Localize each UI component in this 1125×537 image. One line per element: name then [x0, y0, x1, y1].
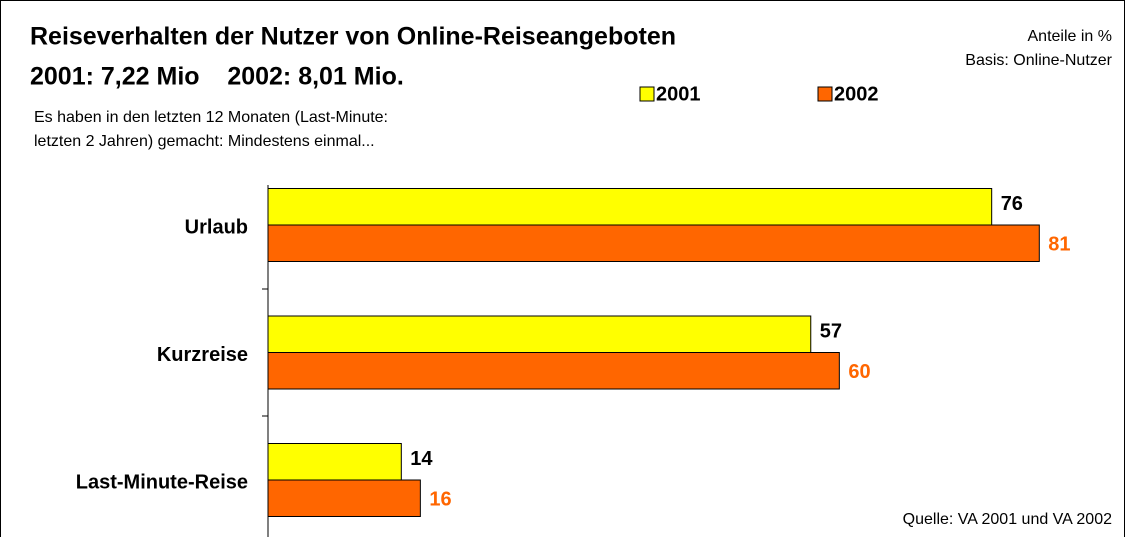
- bar: [267, 352, 840, 390]
- value-label: 16: [429, 489, 451, 511]
- value-label: 14: [410, 448, 433, 470]
- value-label: 60: [848, 361, 870, 383]
- legend-label: 2001: [656, 83, 701, 105]
- legend-swatch: [817, 86, 833, 102]
- value-label: 76: [1001, 193, 1023, 215]
- category-label: Kurzreise: [157, 344, 248, 366]
- note: Anteile in %: [1028, 28, 1113, 45]
- value-label: 57: [820, 321, 842, 343]
- value-label: 81: [1048, 234, 1070, 256]
- category-label: Last-Minute-Reise: [76, 471, 248, 493]
- bar: [267, 479, 421, 517]
- legend-swatch: [639, 86, 655, 102]
- source: Quelle: VA 2001 und VA 2002: [903, 511, 1112, 528]
- bar: [267, 315, 812, 353]
- question: Es haben in den letzten 12 Monaten (Last…: [34, 109, 388, 126]
- category-label: Urlaub: [185, 216, 248, 238]
- chart-title: Reiseverhalten der Nutzer von Online-Rei…: [30, 23, 676, 51]
- legend-label: 2002: [834, 83, 879, 105]
- bar: [267, 443, 402, 481]
- bar: [267, 224, 1040, 262]
- chart-subtitle: 2001: 7,22 Mio 2002: 8,01 Mio.: [30, 63, 404, 91]
- question: letzten 2 Jahren) gemacht: Mindestens ei…: [34, 133, 375, 150]
- note: Basis: Online-Nutzer: [965, 52, 1112, 69]
- bar: [267, 188, 993, 226]
